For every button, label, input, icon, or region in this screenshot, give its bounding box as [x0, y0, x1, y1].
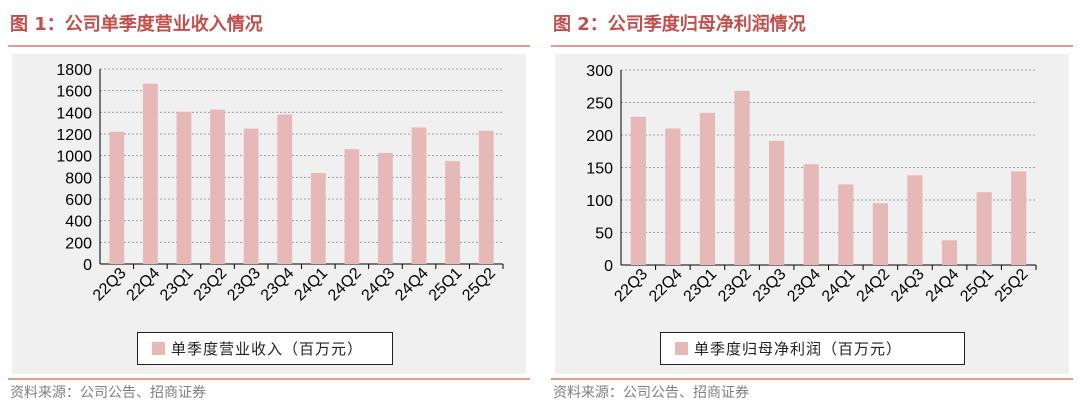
legend-swatch [675, 342, 688, 355]
bar [142, 83, 158, 264]
chart-title: 图 2：公司季度归母净利润情况 [553, 14, 806, 35]
x-tick-label: 24Q4 [923, 266, 963, 306]
bar [445, 161, 461, 264]
bar [411, 127, 427, 264]
chart-title: 图 1：公司单季度营业收入情况 [10, 14, 263, 35]
chart-area: 0 50 100 150 200 250 300 22Q3 22Q4 23Q1 23Q2 23Q3 23… [555, 54, 1069, 374]
x-tick-label: 25Q2 [459, 265, 499, 305]
x-tick-label: 23Q3 [750, 266, 790, 306]
x-tick-label: 23Q4 [258, 265, 298, 305]
chart-panel-net-profit: 图 2：公司季度归母净利润情况 0 50 100 150 200 250 300 22Q3 22… [551, 0, 1080, 408]
bar [769, 140, 785, 265]
y-tick-label: 0 [83, 257, 92, 274]
x-tick-label: 23Q2 [715, 266, 755, 306]
bar [699, 112, 716, 266]
x-tick-label: 23Q3 [224, 265, 264, 305]
y-tick-label: 600 [65, 192, 92, 209]
y-tick-label: 50 [595, 226, 613, 243]
source-note: 资料来源：公司公告、招商证券 [10, 385, 206, 401]
y-tick-label: 800 [65, 170, 92, 187]
legend: 单季度归母净利润（百万元） [660, 332, 965, 365]
legend-label: 单季度营业收入（百万元） [171, 340, 364, 358]
bar [803, 164, 819, 265]
footer-rule [8, 378, 530, 380]
x-tick-label: 22Q4 [124, 265, 164, 305]
y-tick-label: 300 [586, 63, 613, 80]
x-tick-label: 22Q4 [646, 266, 686, 306]
bar [665, 128, 681, 265]
bar [907, 175, 923, 265]
x-tick-label: 23Q1 [681, 266, 721, 306]
footer-rule [551, 378, 1073, 380]
x-tick-label: 23Q4 [784, 266, 824, 306]
bar [109, 131, 125, 264]
y-tick-label: 1400 [56, 105, 92, 122]
y-tick-label: 200 [586, 128, 613, 145]
bar [941, 240, 958, 265]
legend-swatch [152, 342, 165, 355]
y-tick-label: 200 [65, 235, 92, 252]
bar [378, 152, 393, 264]
y-tick-label: 250 [586, 96, 613, 113]
x-tick-label: 24Q2 [325, 265, 365, 305]
legend-label: 单季度归母净利润（百万元） [694, 340, 903, 358]
y-tick-label: 1200 [56, 127, 92, 144]
x-tick-label: 23Q1 [157, 265, 197, 305]
x-tick-label: 24Q3 [359, 265, 399, 305]
bar [1011, 171, 1027, 265]
x-tick-label: 25Q1 [957, 266, 997, 306]
source-note: 资料来源：公司公告、招商证券 [553, 385, 749, 401]
x-tick-label: 25Q2 [992, 266, 1032, 306]
x-tick-label: 22Q3 [611, 266, 651, 306]
bar [344, 149, 360, 264]
chart-area: 0 200 400 600 800 1000 1200 1400 1600 1800 22Q3 22Q… [12, 54, 526, 374]
y-tick-label: 150 [586, 161, 613, 178]
title-rule [8, 45, 530, 47]
x-tick-label: 24Q2 [854, 266, 894, 306]
x-tick-label: 24Q4 [392, 265, 432, 305]
bar [630, 116, 646, 265]
bar [478, 130, 494, 264]
bar [176, 111, 192, 264]
y-tick-label: 1000 [56, 149, 92, 166]
bar-chart-revenue: 0 200 400 600 800 1000 1200 1400 1600 1800 22Q322Q… [56, 62, 504, 305]
bar [976, 192, 992, 265]
y-tick-label: 100 [586, 193, 613, 210]
bar [243, 128, 259, 264]
chart-panel-revenue: 图 1：公司单季度营业收入情况 0 200 400 600 800 1000 1200 140… [8, 0, 538, 408]
bar [872, 203, 888, 265]
bar [310, 173, 326, 264]
y-tick-label: 1800 [56, 62, 92, 79]
bar [734, 90, 750, 265]
x-tick-label: 24Q1 [819, 266, 859, 306]
x-tick-label: 24Q3 [888, 266, 928, 306]
y-tick-label: 1600 [56, 84, 92, 101]
legend: 单季度营业收入（百万元） [137, 332, 393, 365]
bar [838, 184, 854, 265]
bar [210, 109, 225, 264]
y-tick-label: 400 [65, 214, 92, 231]
y-tick-label: 0 [604, 258, 613, 275]
bar-chart-net-profit: 0 50 100 150 200 250 300 22Q322Q423Q123Q223Q323… [586, 63, 1037, 306]
x-tick-label: 25Q1 [426, 265, 466, 305]
title-rule [551, 45, 1073, 47]
x-tick-label: 24Q1 [291, 265, 331, 305]
bar [277, 114, 293, 264]
x-tick-label: 23Q2 [191, 265, 231, 305]
x-tick-label: 22Q3 [90, 265, 130, 305]
